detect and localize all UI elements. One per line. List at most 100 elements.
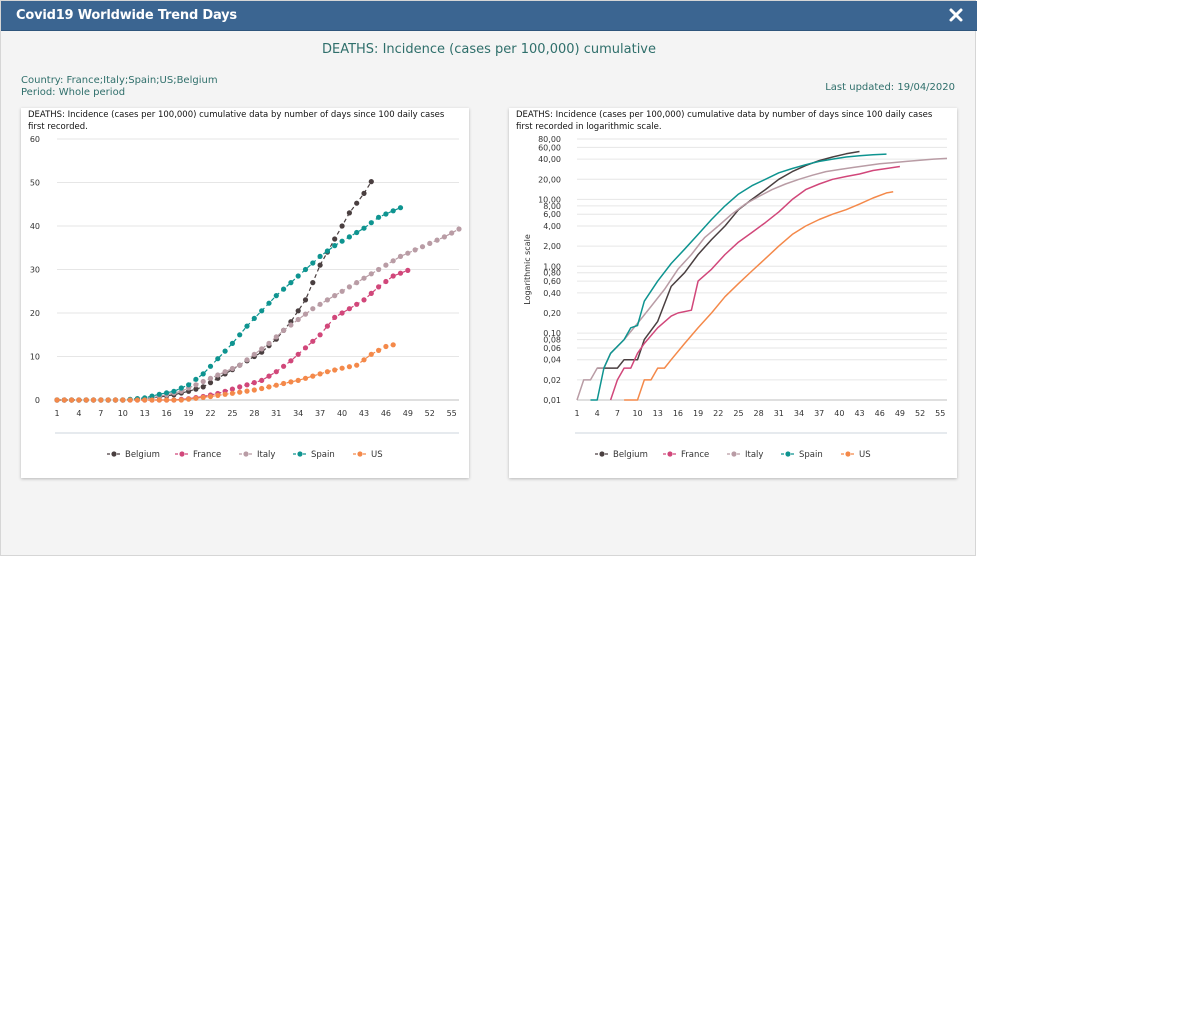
data-point-italy: [441, 234, 447, 240]
data-point-spain: [237, 332, 243, 338]
x-tick-label: 55: [935, 409, 945, 418]
data-point-us: [302, 375, 309, 381]
data-point-us: [361, 357, 367, 363]
data-point-france: [324, 323, 330, 329]
data-point-italy: [251, 351, 257, 357]
legend-label: US: [859, 450, 871, 460]
chart-card-log: DEATHS: Incidence (cases per 100,000) cu…: [509, 108, 957, 478]
y-tick-label: 30: [30, 266, 40, 275]
legend-label: Spain: [799, 450, 823, 460]
y-tick-label: 0,06: [543, 344, 561, 353]
data-point-belgium: [193, 386, 199, 392]
data-point-us: [69, 397, 75, 403]
y-tick-label: 0,40: [543, 289, 561, 298]
data-point-italy: [266, 340, 272, 346]
data-point-belgium: [310, 280, 316, 286]
data-point-italy: [346, 284, 352, 290]
data-point-spain: [273, 293, 279, 299]
linear-chart: 0 10 20 30 40 50 60 1 4 7 10 13 16 19 22 25 28 31 34 37 40 43…: [30, 135, 462, 460]
data-point-us: [376, 347, 382, 353]
data-point-us: [54, 397, 60, 403]
data-point-us: [178, 397, 184, 403]
data-point-spain: [332, 243, 338, 249]
data-point-us: [200, 394, 206, 400]
legend-label: France: [193, 450, 221, 460]
data-point-italy: [237, 362, 243, 368]
data-point-france: [397, 270, 404, 276]
data-point-italy: [288, 322, 294, 328]
series-line-spain: [590, 153, 887, 401]
y-tick-label: 0,20: [543, 309, 561, 318]
x-tick-label: 1: [54, 409, 59, 418]
data-point-france: [317, 332, 323, 338]
data-point-us: [310, 373, 316, 379]
x-tick-label: 1: [574, 409, 579, 418]
data-point-france: [332, 314, 338, 320]
data-point-us: [207, 393, 214, 400]
data-point-us: [288, 379, 294, 385]
data-point-spain: [266, 300, 272, 306]
data-point-us: [83, 397, 89, 403]
data-point-spain: [383, 211, 389, 217]
data-point-us: [90, 397, 97, 403]
data-point-france: [273, 369, 279, 375]
series-line-france: [57, 269, 409, 401]
data-point-italy: [383, 262, 389, 268]
data-point-us: [295, 377, 301, 383]
legend-marker-france: [667, 451, 673, 457]
x-tick-label: 28: [249, 409, 259, 418]
data-point-france: [354, 301, 360, 307]
close-icon[interactable]: [947, 6, 965, 24]
x-tick-label: 10: [632, 409, 642, 418]
x-tick-label: 28: [754, 409, 764, 418]
data-point-us: [76, 397, 82, 403]
y-axis-title: Logarithmic scale: [523, 234, 532, 305]
page-heading: DEATHS: Incidence (cases per 100,000) cu…: [321, 42, 656, 57]
series-line-us: [624, 191, 894, 401]
x-tick-label: 25: [733, 409, 743, 418]
data-point-italy: [229, 365, 235, 372]
data-point-spain: [346, 234, 352, 240]
data-point-spain: [259, 308, 265, 314]
data-point-us: [61, 397, 67, 403]
data-point-us: [134, 397, 140, 403]
data-point-belgium: [302, 297, 309, 303]
legend-label: Belgium: [613, 450, 648, 460]
data-point-italy: [207, 375, 214, 381]
data-point-us: [368, 351, 374, 357]
data-point-spain: [186, 382, 192, 388]
y-tick-label: 20: [30, 309, 40, 318]
data-point-spain: [339, 238, 345, 244]
legend-marker-us: [845, 451, 851, 457]
y-tick-label: 80,00: [538, 135, 561, 144]
data-point-us: [266, 384, 272, 390]
data-point-italy: [449, 230, 455, 236]
data-point-italy: [215, 372, 221, 378]
data-point-spain: [361, 225, 367, 231]
data-point-spain: [376, 214, 382, 220]
legend-marker-spain: [297, 451, 303, 457]
series-line-france: [609, 165, 901, 401]
data-point-france: [251, 380, 257, 386]
data-point-italy: [332, 293, 338, 299]
data-point-us: [229, 390, 235, 396]
data-point-france: [266, 373, 272, 379]
y-tick-label: 6,00: [543, 210, 561, 219]
data-point-italy: [317, 301, 323, 307]
data-point-spain: [295, 273, 301, 279]
data-point-france: [259, 377, 265, 383]
data-point-spain: [390, 208, 396, 214]
data-point-belgium: [207, 380, 214, 386]
data-point-us: [244, 388, 250, 394]
y-tick-label: 10: [30, 353, 40, 362]
data-point-us: [259, 385, 265, 392]
x-tick-label: 16: [162, 409, 172, 418]
legend-marker-italy: [731, 451, 737, 457]
data-point-france: [368, 290, 374, 296]
data-point-spain: [171, 388, 177, 394]
data-point-spain: [288, 280, 294, 286]
data-point-belgium: [368, 179, 374, 185]
country-filter: Country: France;Italy;Spain;US;Belgium: [21, 75, 218, 86]
data-point-spain: [164, 390, 170, 396]
data-point-italy: [397, 253, 404, 259]
